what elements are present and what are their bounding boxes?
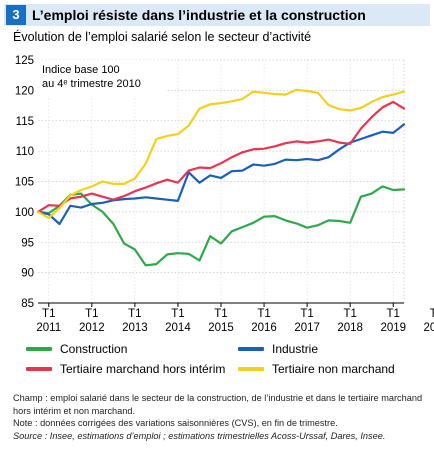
x-tick-year: 2011 bbox=[36, 322, 61, 334]
y-tick-label: 125 bbox=[15, 55, 34, 67]
series-line-tertiaire-marchand-hors-interim bbox=[36, 100, 406, 213]
x-tick-quarter: T1 bbox=[430, 308, 434, 320]
x-tick-year: 2019 bbox=[380, 322, 406, 334]
x-tick-quarter: T1 bbox=[343, 308, 356, 320]
note-source: Source : Insee, estimations d’emploi ; e… bbox=[13, 430, 386, 441]
series-line-construction bbox=[36, 185, 406, 267]
legend-label-tertiaire-non-marchand: Tertiaire non marchand bbox=[272, 362, 395, 376]
x-tick-year: 2015 bbox=[208, 322, 234, 334]
x-tick-quarter: T1 bbox=[257, 308, 270, 320]
y-tick-label: 85 bbox=[21, 298, 34, 310]
note-cvs: Note : données corrigées des variations … bbox=[13, 418, 338, 428]
legend-swatch-tertiaire-marchand bbox=[26, 367, 52, 371]
series-line-industrie bbox=[36, 123, 406, 226]
legend-label-construction: Construction bbox=[60, 342, 128, 356]
chart-header: 3 L’emploi résiste dans l’industrie et l… bbox=[4, 4, 430, 26]
x-tick-year: 2016 bbox=[251, 322, 277, 334]
x-tick-quarter: T1 bbox=[387, 308, 400, 320]
index-note-line2: au 4ᵉ trimestre 2010 bbox=[42, 78, 141, 90]
x-tick-year: 2020 bbox=[423, 322, 434, 334]
legend-label-tertiaire-marchand: Tertiaire marchand hors intérim bbox=[60, 362, 226, 376]
legend-swatch-industrie bbox=[238, 347, 264, 351]
y-tick-label: 115 bbox=[16, 116, 34, 128]
x-tick-year: 2014 bbox=[165, 322, 191, 334]
legend-swatch-tertiaire-non-marchand bbox=[238, 367, 264, 371]
x-tick-quarter: T1 bbox=[171, 308, 184, 320]
y-tick-label: 100 bbox=[15, 207, 34, 219]
y-tick-label: 110 bbox=[16, 146, 34, 158]
footnotes: Champ : emploi salarié dans le secteur d… bbox=[13, 392, 429, 442]
line-chart: 85 90 95 100 105 110 115 120 125 T1 2011 T1 2012 T1 20… bbox=[15, 55, 434, 334]
series-line-tertiaire-non-marchand bbox=[36, 88, 406, 219]
x-tick-quarter: T1 bbox=[42, 308, 55, 320]
y-tick-label: 90 bbox=[21, 268, 34, 280]
chart-title: L’emploi résiste dans l’industrie et la … bbox=[32, 7, 366, 23]
y-tick-label: 105 bbox=[15, 177, 34, 189]
legend-swatch-construction bbox=[26, 347, 52, 351]
legend-item-tertiaire-marchand: Tertiaire marchand hors intérim bbox=[26, 362, 225, 376]
x-tick-quarter: T1 bbox=[128, 308, 141, 320]
chart-subtitle: Évolution de l’emploi salarié selon le s… bbox=[13, 30, 312, 44]
y-tick-label: 95 bbox=[21, 237, 34, 249]
x-tick-quarter: T1 bbox=[85, 308, 98, 320]
grid bbox=[38, 59, 405, 303]
legend-item-industrie: Industrie bbox=[238, 342, 318, 356]
x-tick-year: 2013 bbox=[122, 322, 148, 334]
x-tick-year: 2012 bbox=[79, 322, 105, 334]
x-tick-year: 2017 bbox=[294, 322, 320, 334]
x-tick-quarter: T1 bbox=[214, 308, 227, 320]
index-note-box bbox=[38, 60, 166, 96]
legend-label-industrie: Industrie bbox=[272, 342, 319, 356]
x-tick-year: 2018 bbox=[337, 322, 363, 334]
index-note-line1: Indice base 100 bbox=[42, 64, 120, 76]
axes: 85 90 95 100 105 110 115 120 125 T1 2011 T1 2012 T1 20… bbox=[15, 55, 434, 334]
note-champ: Champ : emploi salarié dans le secteur d… bbox=[13, 393, 423, 416]
legend-item-construction: Construction bbox=[26, 342, 127, 356]
legend-item-tertiaire-non-marchand: Tertiaire non marchand bbox=[238, 362, 395, 376]
figure-number-badge: 3 bbox=[6, 5, 26, 25]
series bbox=[36, 88, 406, 267]
y-tick-label: 120 bbox=[15, 85, 34, 97]
legend: Construction Industrie Tertiaire marchan… bbox=[26, 342, 426, 380]
x-tick-quarter: T1 bbox=[300, 308, 313, 320]
